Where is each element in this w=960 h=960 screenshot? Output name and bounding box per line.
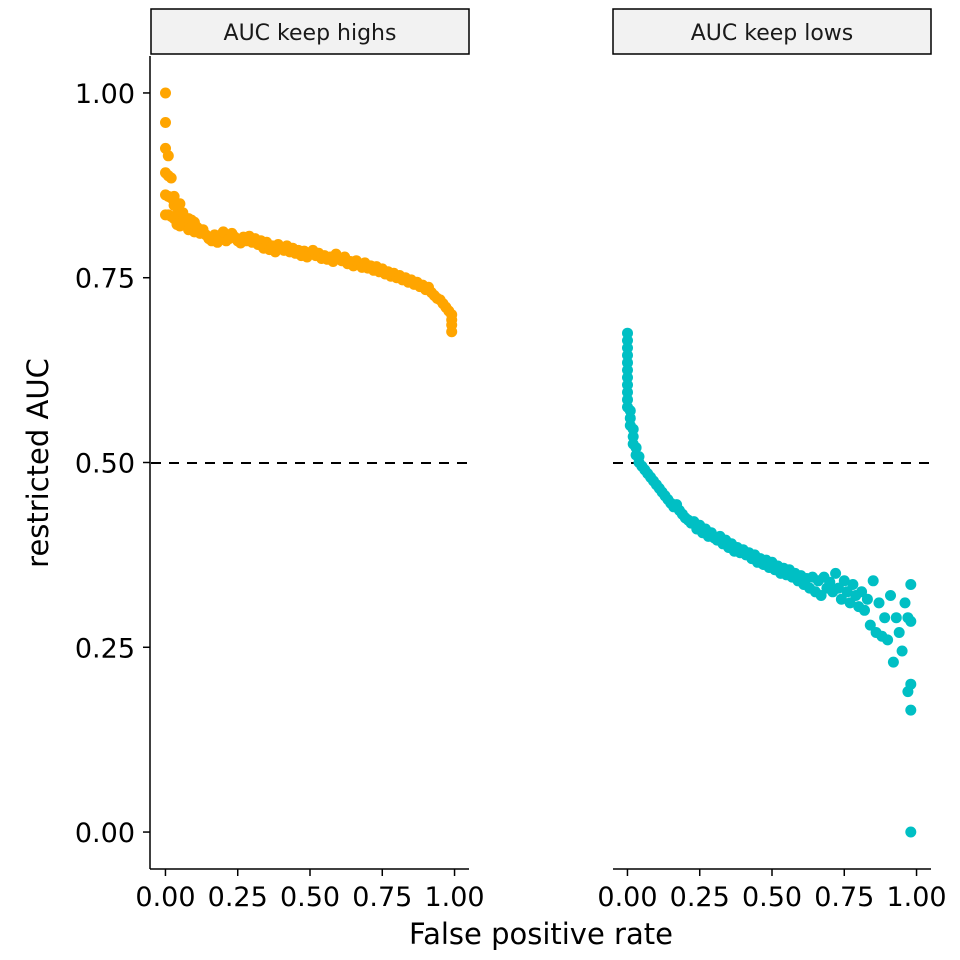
data-point — [905, 579, 917, 590]
data-point — [879, 612, 891, 624]
data-point — [890, 612, 902, 624]
x-tick-label: 0.00 — [135, 882, 195, 913]
data-point — [905, 704, 917, 716]
data-point — [899, 597, 911, 609]
y-tick-label: 0.00 — [75, 818, 135, 849]
x-tick-label: 0.25 — [670, 882, 730, 913]
x-tick-label: 0.00 — [597, 882, 657, 913]
x-tick-label: 1.00 — [886, 882, 946, 913]
data-point — [864, 619, 876, 631]
panel-keep-highs: AUC keep highs 0.00 0.25 0.50 0.75 1.00 — [135, 8, 485, 913]
strip-box-keep-highs — [150, 8, 470, 55]
data-point — [905, 615, 917, 627]
data-point — [835, 593, 847, 605]
data-point — [838, 575, 850, 587]
data-point — [896, 645, 908, 657]
y-tick-label: 0.50 — [75, 449, 135, 480]
x-ticks-keep-lows: 0.00 0.25 0.50 0.75 1.00 — [597, 869, 947, 913]
data-point — [905, 826, 917, 838]
x-ticks-keep-highs: 0.00 0.25 0.50 0.75 1.00 — [135, 869, 485, 913]
data-point — [887, 656, 899, 668]
data-point — [824, 576, 836, 588]
points-keep-lows — [622, 327, 917, 838]
data-point — [856, 586, 868, 598]
data-point — [905, 678, 917, 690]
data-point — [815, 590, 827, 601]
data-point — [165, 172, 177, 184]
y-axis-title: restricted AUC — [21, 358, 55, 568]
strip-label-keep-lows: AUC keep lows — [691, 21, 854, 46]
data-point — [861, 593, 873, 605]
data-point — [446, 326, 458, 338]
data-point — [168, 190, 180, 202]
data-point — [893, 627, 905, 638]
x-tick-label: 0.50 — [280, 882, 340, 913]
data-point — [873, 597, 885, 609]
data-point — [867, 575, 879, 587]
panel-keep-lows: AUC keep lows 0.00 0.25 0.50 0.75 1.00 — [597, 8, 947, 913]
x-tick-label: 0.75 — [814, 882, 874, 913]
data-point — [160, 87, 171, 99]
y-ticks: 0.00 0.25 0.50 0.75 1.00 — [75, 79, 150, 849]
data-point — [885, 590, 896, 601]
y-tick-label: 0.75 — [75, 264, 135, 295]
y-tick-label: 1.00 — [75, 79, 135, 110]
x-tick-label: 0.25 — [208, 882, 268, 913]
data-point — [162, 150, 174, 162]
data-point — [830, 567, 842, 579]
strip-label-keep-highs: AUC keep highs — [224, 21, 397, 46]
data-point — [160, 117, 171, 128]
data-point — [847, 579, 859, 590]
x-tick-label: 0.50 — [742, 882, 802, 913]
data-point — [844, 597, 856, 609]
data-point — [859, 604, 870, 616]
x-tick-label: 0.75 — [352, 882, 412, 913]
points-keep-highs — [160, 87, 458, 338]
x-tick-label: 1.00 — [424, 882, 484, 913]
data-point — [174, 198, 186, 210]
x-axis-title: False positive rate — [409, 917, 673, 951]
y-tick-label: 0.25 — [75, 633, 135, 664]
strip-box-keep-lows — [612, 8, 932, 55]
data-point — [882, 634, 894, 646]
